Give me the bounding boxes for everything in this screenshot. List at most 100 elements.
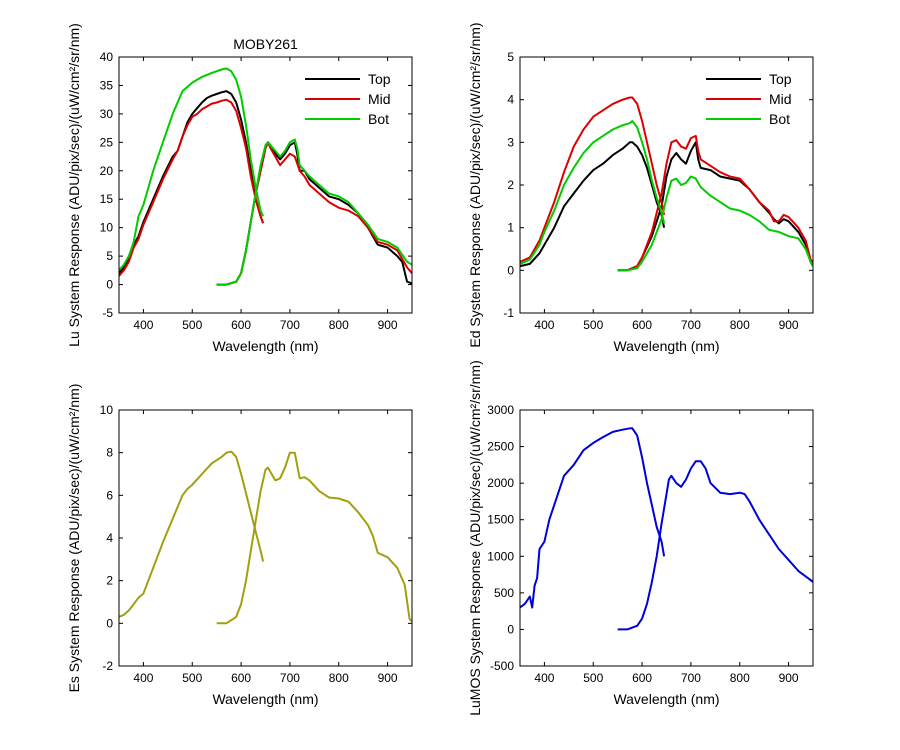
y-tick-label: 0: [106, 278, 113, 292]
legend-label-mid: Mid: [368, 91, 391, 107]
y-tick-label: -2: [102, 659, 113, 673]
y-axis-label: LuMOS System Response (ADU/pix/sec)/(uW/…: [467, 360, 483, 716]
legend-label-bot: Bot: [769, 111, 790, 127]
plot-lines: [520, 427, 813, 631]
x-tick-label: 700: [280, 318, 300, 332]
y-tick-label: 2: [106, 574, 113, 588]
x-tick-label: 900: [378, 671, 398, 685]
series-line-top-2: [216, 141, 412, 286]
x-tick-label: 700: [681, 318, 701, 332]
plot-lines: [119, 67, 412, 286]
y-tick-label: 20: [100, 164, 114, 178]
legend: Top Mid Bot: [305, 71, 391, 127]
y-tick-label: 0: [106, 616, 113, 630]
x-tick-label: 600: [632, 671, 652, 685]
x-axis-label: Wavelength (nm): [613, 691, 719, 707]
x-tick-label: 600: [231, 318, 251, 332]
y-tick-label: 2: [507, 178, 514, 192]
x-axis-label: Wavelength (nm): [613, 338, 719, 354]
y-axis-label: Es System Response (ADU/pix/sec)/(uW/cm²…: [66, 384, 82, 693]
legend-label-top: Top: [769, 71, 792, 87]
y-tick-label: 1500: [487, 513, 514, 527]
series-line-mid-1: [119, 98, 265, 277]
x-axis-label: Wavelength (nm): [212, 691, 318, 707]
y-tick-label: -1: [503, 306, 514, 320]
x-tick-label: 800: [730, 318, 750, 332]
chart-title: MOBY261: [233, 36, 298, 52]
x-tick-label: 800: [730, 671, 750, 685]
x-tick-label: 400: [534, 318, 554, 332]
legend-label-top: Top: [368, 71, 391, 87]
x-tick-label: 400: [534, 671, 554, 685]
y-tick-label: 2500: [487, 440, 514, 454]
y-tick-label: 1: [507, 221, 514, 235]
y-tick-label: 5: [106, 249, 113, 263]
series-line-response-2: [617, 460, 813, 631]
y-tick-label: 0: [507, 263, 514, 277]
series-line-bot-1: [520, 120, 666, 265]
legend: Top Mid Bot: [706, 71, 792, 127]
series-line-response-1: [520, 427, 666, 609]
plot-frame: [118, 56, 413, 314]
series-line-response-1: [119, 450, 265, 618]
chart-panel-4: 400 500 600 700 800 900 -500 0 500 1000 1500 2000 25…: [467, 360, 814, 716]
y-axis-label: Ed System Response (ADU/pix/sec)/(uW/cm²…: [467, 22, 483, 347]
x-tick-label: 500: [583, 671, 603, 685]
y-tick-label: -500: [490, 659, 514, 673]
y-tick-label: 6: [106, 488, 113, 502]
y-tick-label: 10: [100, 403, 114, 417]
chart-panel-1: 400 500 600 700 800 900 -5 0 5 10 15 20 25 30 35 40 Wave…: [66, 23, 413, 354]
x-tick-label: 800: [329, 318, 349, 332]
series-line-top-1: [520, 141, 666, 268]
y-tick-label: 3000: [487, 403, 514, 417]
series-line-mid-1: [520, 96, 666, 263]
y-axis-label: Lu System Response (ADU/pix/sec)/(uW/cm²…: [66, 23, 82, 347]
y-tick-label: 25: [100, 135, 114, 149]
y-tick-label: 4: [507, 93, 514, 107]
x-tick-label: 500: [182, 671, 202, 685]
y-tick-label: 3: [507, 135, 514, 149]
y-tick-label: 10: [100, 221, 114, 235]
series-line-mid-2: [617, 134, 813, 272]
plot-frame: [118, 409, 413, 667]
y-tick-label: -5: [102, 306, 113, 320]
y-tick-label: 30: [100, 107, 114, 121]
series-line-bot-2: [216, 138, 412, 286]
series-line-bot-2: [617, 175, 813, 272]
x-tick-label: 900: [378, 318, 398, 332]
y-tick-label: 35: [100, 78, 114, 92]
y-tick-label: 0: [507, 622, 514, 636]
series-line-response-2: [216, 451, 412, 625]
plot-lines: [520, 96, 813, 272]
chart-panel-3: 400 500 600 700 800 900 -2 0 2 4 6 8 10 Wavelength (n…: [66, 384, 413, 707]
x-tick-label: 600: [632, 318, 652, 332]
x-tick-label: 600: [231, 671, 251, 685]
x-tick-label: 400: [133, 671, 153, 685]
series-line-top-2: [617, 141, 813, 272]
x-tick-label: 800: [329, 671, 349, 685]
plot-frame: [519, 409, 814, 667]
y-tick-label: 40: [100, 50, 114, 64]
x-tick-label: 900: [779, 671, 799, 685]
legend-label-bot: Bot: [368, 111, 389, 127]
x-tick-label: 400: [133, 318, 153, 332]
x-tick-label: 900: [779, 318, 799, 332]
y-tick-label: 15: [100, 192, 114, 206]
y-tick-label: 4: [106, 531, 113, 545]
series-line-bot-1: [119, 67, 265, 271]
x-axis-label: Wavelength (nm): [212, 338, 318, 354]
y-tick-label: 1000: [487, 549, 514, 563]
legend-label-mid: Mid: [769, 91, 792, 107]
x-tick-label: 700: [280, 671, 300, 685]
x-tick-label: 500: [583, 318, 603, 332]
chart-panel-2: 400 500 600 700 800 900 -1 0 1 2 3 4 5 Wavelength (nm…: [467, 22, 814, 354]
series-line-mid-2: [216, 141, 412, 286]
x-tick-label: 500: [182, 318, 202, 332]
y-tick-label: 5: [507, 50, 514, 64]
y-tick-label: 2000: [487, 476, 514, 490]
plot-lines: [119, 450, 412, 625]
x-tick-label: 700: [681, 671, 701, 685]
y-tick-label: 500: [494, 586, 514, 600]
y-tick-label: 8: [106, 446, 113, 460]
